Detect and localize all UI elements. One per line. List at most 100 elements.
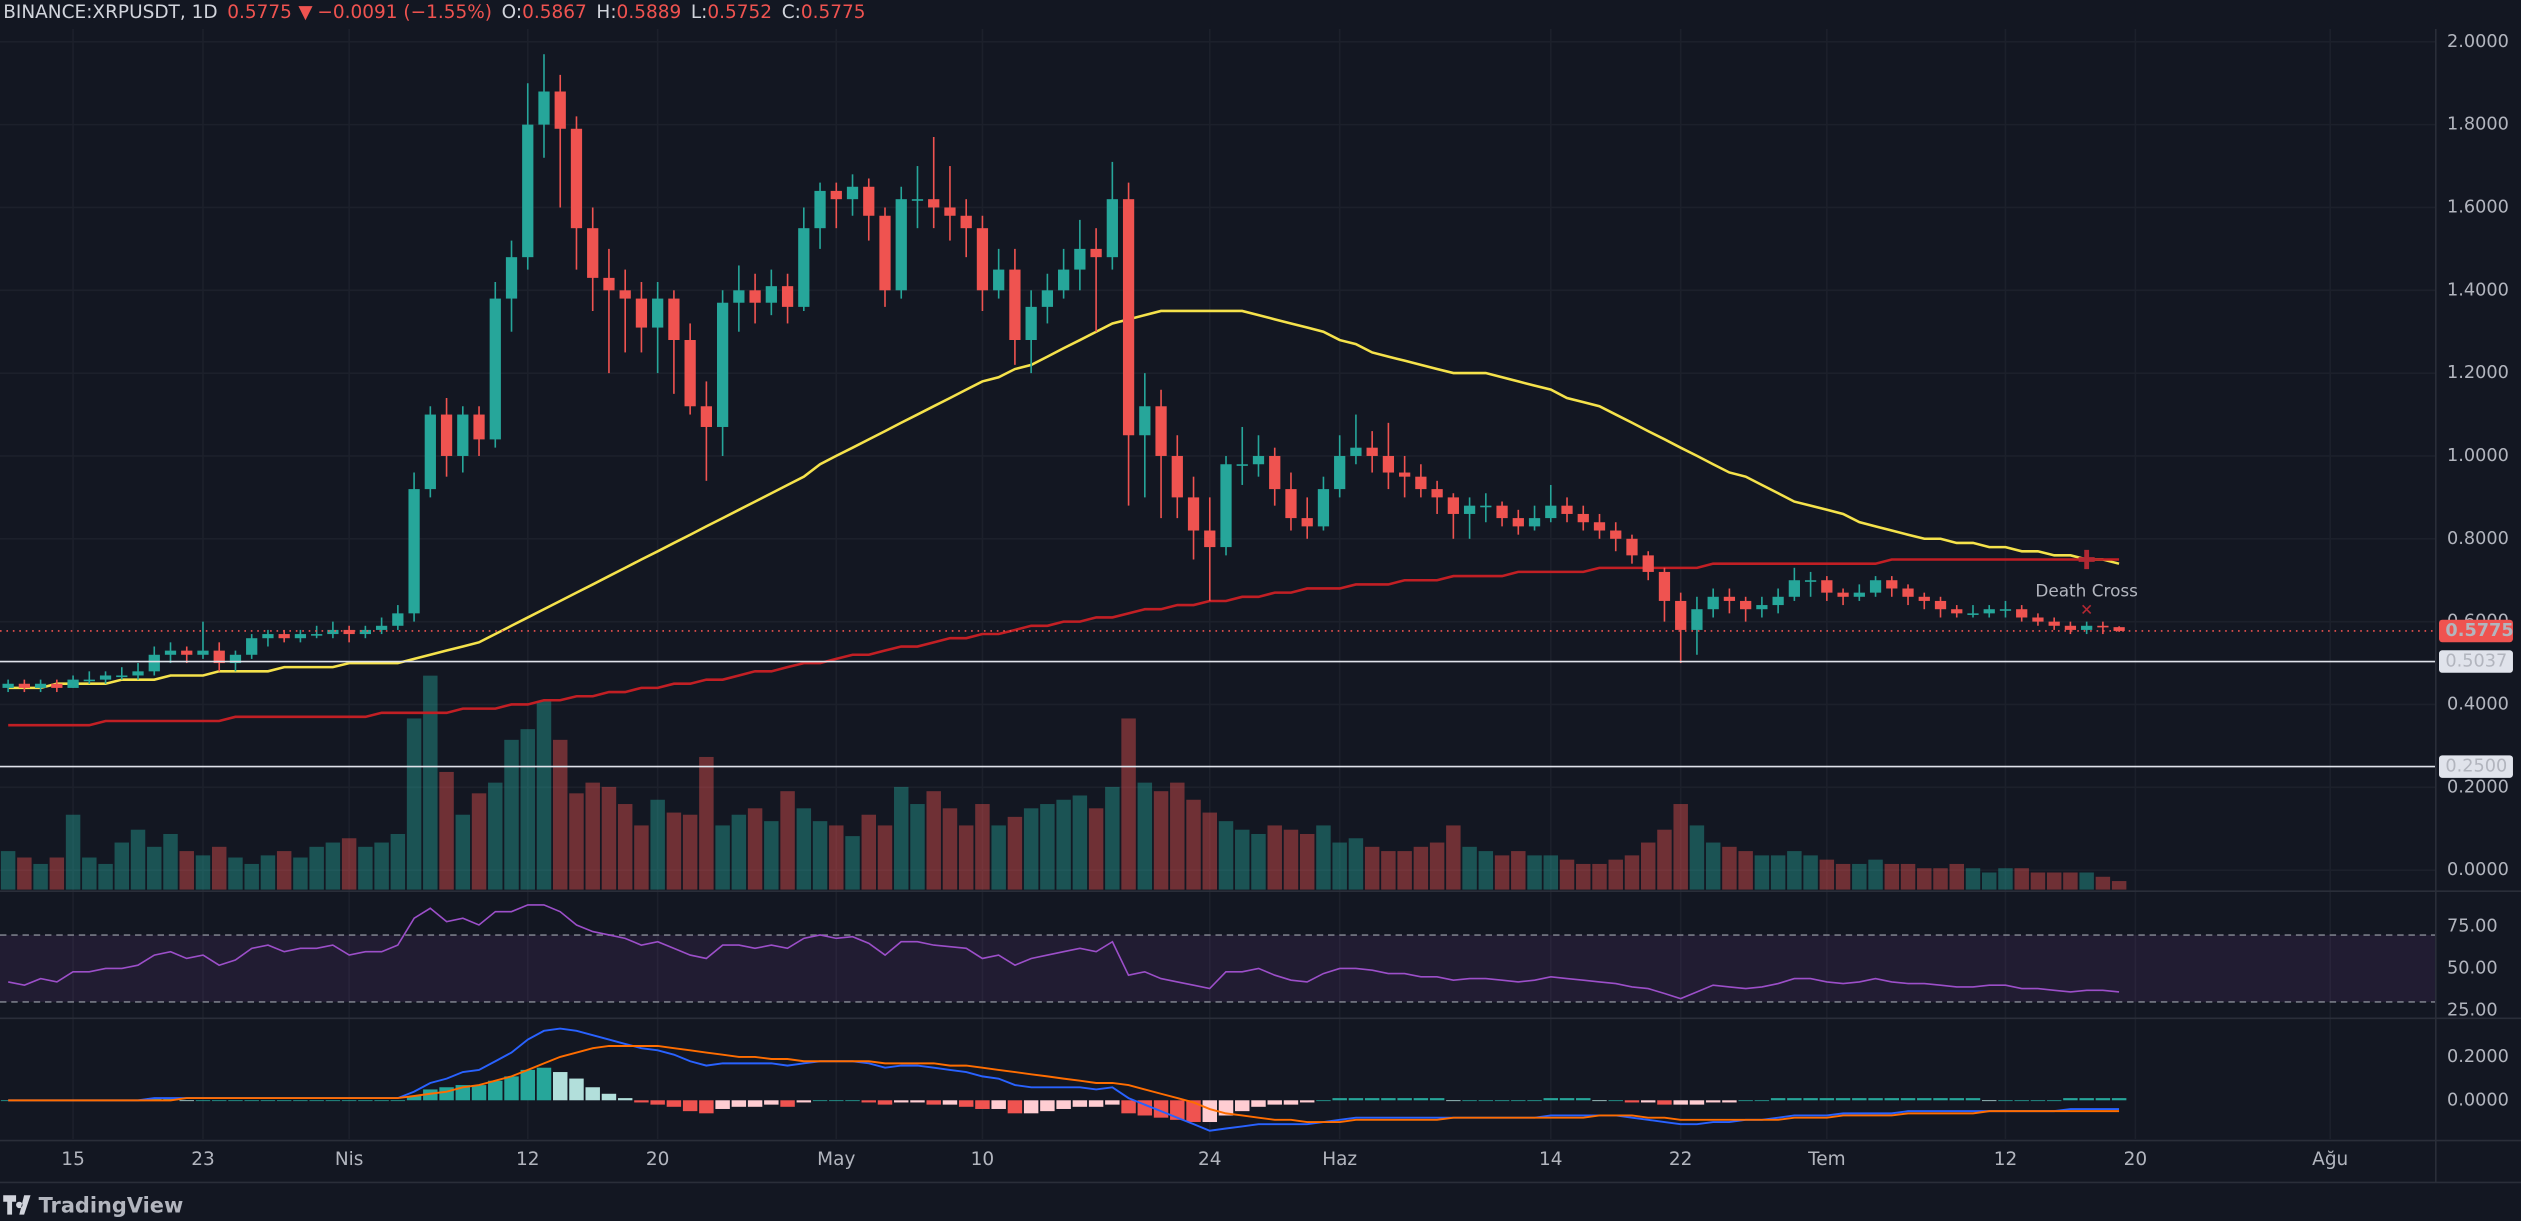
candle-body <box>928 199 940 208</box>
volume-bar <box>1348 838 1364 890</box>
volume-bar <box>2111 881 2127 890</box>
macd-histogram-bar <box>1511 1100 1526 1102</box>
volume-bar <box>325 842 341 890</box>
volume-bar <box>406 718 422 890</box>
symbol: BINANCE:XRPUSDT, 1D <box>3 2 217 23</box>
candle-body <box>1317 489 1330 527</box>
price-label: 0.2500 <box>2445 757 2507 777</box>
macd-histogram-bar <box>2030 1100 2046 1102</box>
candle-body <box>1902 588 1914 597</box>
volume-bar <box>715 825 730 890</box>
candle-body <box>1512 518 1524 527</box>
volume-bar <box>1283 829 1299 890</box>
volume-bar <box>1137 782 1153 890</box>
candle-body <box>1496 505 1508 519</box>
macd-histogram-bar <box>715 1100 730 1109</box>
candle-body <box>1626 538 1638 556</box>
rsi-tick-label: 75.00 <box>2447 917 2498 937</box>
macd-histogram-bar <box>520 1069 535 1101</box>
candle-body <box>798 228 810 307</box>
volume-bar <box>0 851 16 890</box>
change-arrow: ▼ <box>298 2 313 23</box>
macd-histogram-bar <box>1657 1100 1672 1105</box>
volume-bar <box>1787 851 1802 890</box>
volume-bar <box>1754 855 1770 890</box>
volume-bar <box>2030 872 2046 890</box>
macd-histogram-bar <box>601 1093 617 1101</box>
candle-body <box>765 286 777 303</box>
macd-histogram-bar <box>861 1100 876 1103</box>
volume-bar <box>1689 825 1705 890</box>
x-tick-label: Ağu <box>2312 1149 2348 1170</box>
candle-body <box>262 634 274 639</box>
macd-histogram-bar <box>1949 1098 1964 1101</box>
logo-icon <box>3 1195 31 1215</box>
macd-histogram-bar <box>2079 1098 2094 1101</box>
macd-histogram-bar <box>1722 1100 1737 1103</box>
candle-body <box>911 199 924 201</box>
candle-body <box>1187 497 1200 531</box>
volume-bar <box>910 804 925 890</box>
candle-body <box>67 679 79 688</box>
rsi-tick-label: 50.00 <box>2447 958 2498 978</box>
macd-histogram-bar <box>1803 1098 1818 1101</box>
candle-body <box>1122 199 1135 436</box>
volume-bar <box>958 825 974 890</box>
volume-bar <box>1072 795 1088 890</box>
candle-body <box>587 228 599 278</box>
candle-body <box>278 634 290 639</box>
y-tick-label: 1.6000 <box>2447 197 2509 217</box>
volume-bar <box>1852 863 1867 890</box>
volume-bar <box>1007 816 1023 890</box>
macd-histogram-bar <box>1624 1100 1640 1103</box>
macd-histogram-bar <box>1738 1100 1753 1102</box>
candle-body <box>440 414 453 456</box>
volume-bar <box>666 812 682 890</box>
candle-body <box>1658 571 1671 601</box>
candle-body <box>164 650 177 655</box>
candle-body <box>1610 530 1622 539</box>
candle-body <box>1675 600 1687 630</box>
candle-body <box>408 489 420 614</box>
volume-bar <box>309 846 324 890</box>
candle-body <box>2064 625 2077 630</box>
macd-histogram-bar <box>1640 1100 1656 1103</box>
candle-body <box>148 654 160 672</box>
macd-histogram-bar <box>1576 1098 1591 1101</box>
macd-histogram-bar <box>488 1080 503 1101</box>
x-tick-label: May <box>817 1149 855 1170</box>
y-tick-label: 1.8000 <box>2447 115 2509 135</box>
macd-histogram-bar <box>2063 1098 2078 1101</box>
volume-bar <box>423 675 438 890</box>
candle-body <box>635 298 648 328</box>
candle-body <box>1545 505 1557 519</box>
volume-bar <box>195 855 211 890</box>
candle-body <box>944 207 956 216</box>
candle-body <box>392 613 404 626</box>
y-tick-label: 2.0000 <box>2447 32 2509 52</box>
macd-histogram-bar <box>569 1078 584 1101</box>
high-label: H: <box>596 2 616 23</box>
macd-histogram-bar <box>293 1100 308 1102</box>
volume-bar <box>1462 846 1477 890</box>
macd-histogram-bar <box>1835 1098 1851 1101</box>
volume-bar <box>33 863 48 890</box>
candle-body <box>2016 609 2028 618</box>
macd-histogram-bar <box>926 1100 941 1105</box>
open-label: O: <box>502 2 522 23</box>
volume-bar <box>1640 842 1656 890</box>
macd-histogram-bar <box>1413 1098 1429 1101</box>
last-price-box <box>2439 619 2513 643</box>
rsi-line <box>8 904 2120 1000</box>
candle-body <box>375 625 388 630</box>
candle-body <box>116 675 128 678</box>
close-label: C: <box>782 2 801 23</box>
volume-bar <box>1624 855 1640 890</box>
macd-histogram-bar <box>617 1098 633 1101</box>
macd-histogram-bar <box>1559 1098 1575 1101</box>
volume-bar <box>471 793 487 890</box>
candle-body <box>1236 464 1248 466</box>
annotation-x <box>2082 604 2092 614</box>
volume-bar <box>1884 863 1900 890</box>
candle-body <box>700 406 713 427</box>
